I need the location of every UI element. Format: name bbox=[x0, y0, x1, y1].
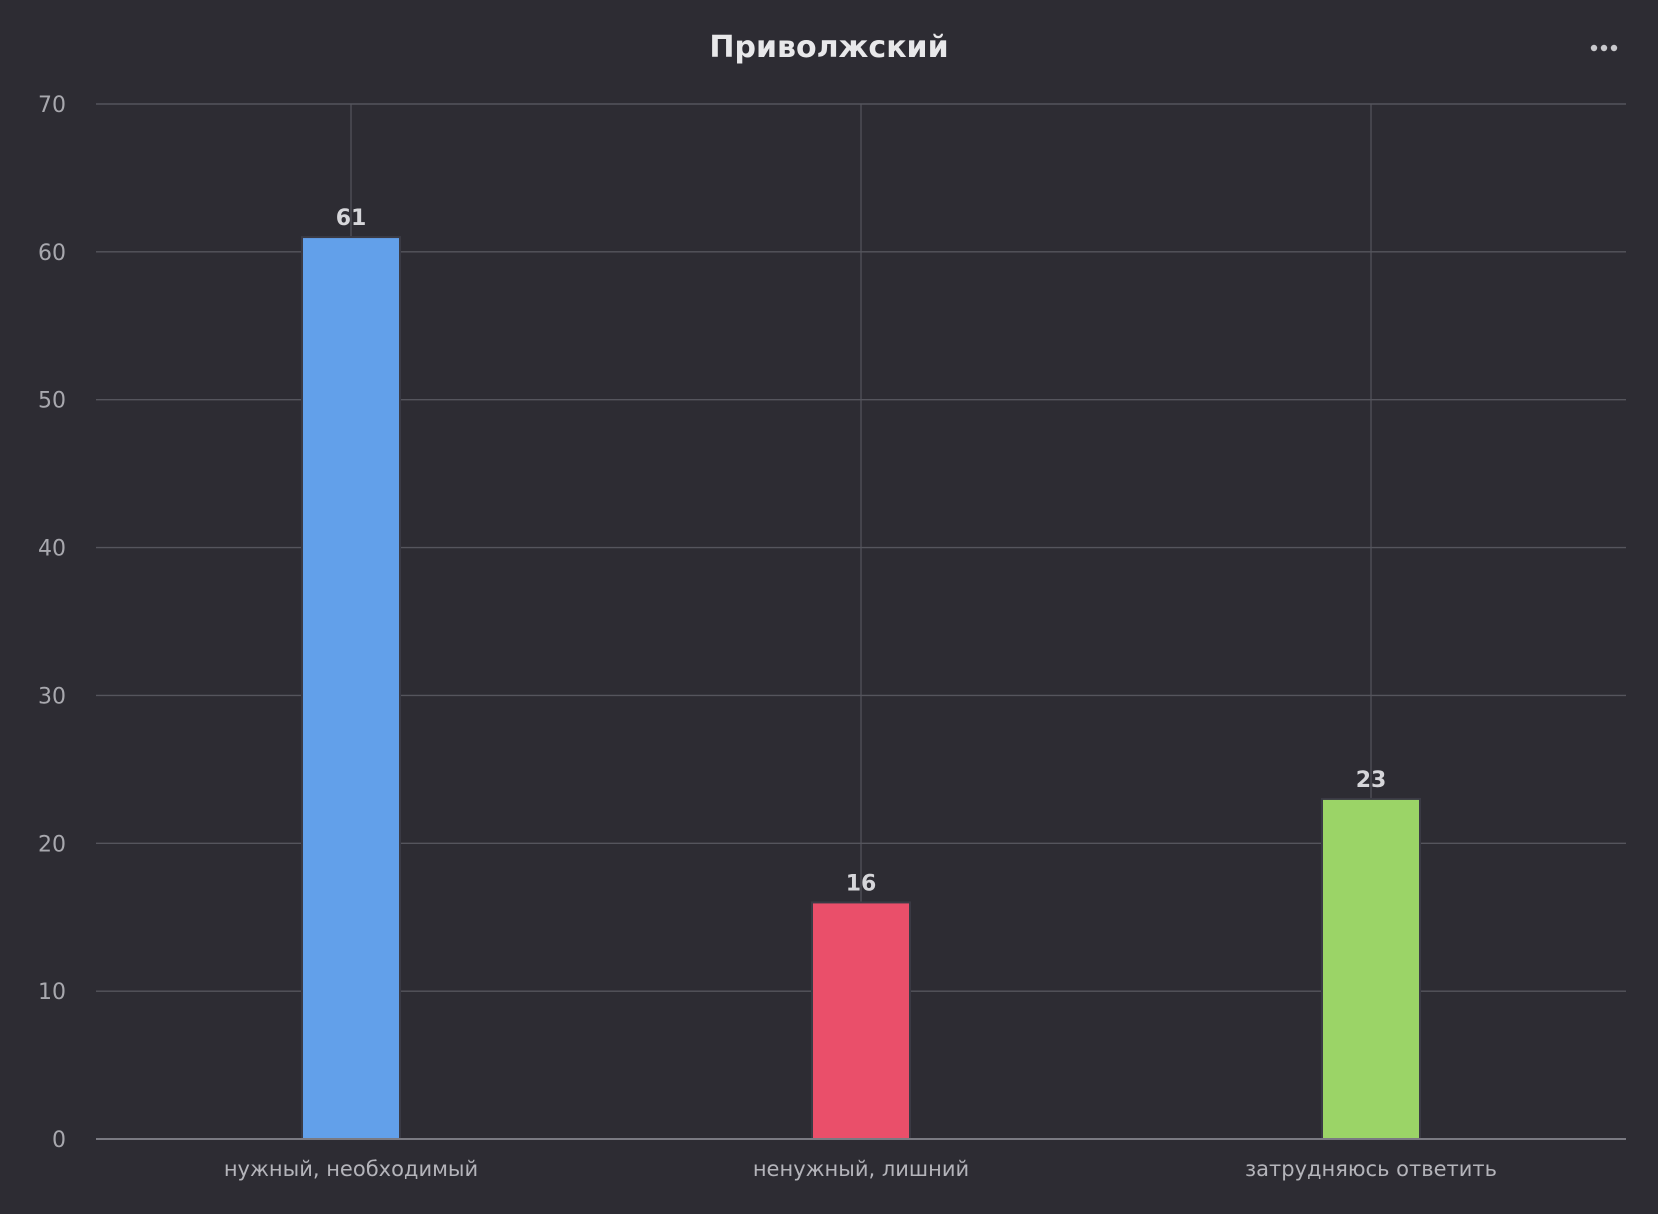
y-tick-label: 20 bbox=[38, 832, 66, 857]
bar-3[interactable] bbox=[1321, 797, 1421, 1141]
chart-menu-button[interactable] bbox=[1582, 30, 1626, 66]
data-label: 61 bbox=[336, 206, 367, 231]
x-tick-label: нужный, необходимый bbox=[224, 1157, 478, 1181]
x-tick-label: затрудняюсь ответить bbox=[1245, 1157, 1497, 1181]
y-tick-label: 10 bbox=[38, 980, 66, 1005]
y-tick-label: 50 bbox=[38, 389, 66, 414]
y-tick-label: 70 bbox=[38, 93, 66, 118]
y-tick-label: 60 bbox=[38, 241, 66, 266]
data-label: 23 bbox=[1356, 768, 1387, 793]
y-tick-label: 0 bbox=[52, 1128, 66, 1153]
x-tick-label: ненужный, лишний bbox=[753, 1157, 969, 1181]
bar-1[interactable] bbox=[301, 236, 401, 1141]
y-tick-label: 40 bbox=[38, 537, 66, 562]
y-tick-label: 30 bbox=[38, 684, 66, 709]
bar-2[interactable] bbox=[811, 901, 911, 1141]
more-horizontal-icon bbox=[1590, 44, 1618, 52]
chart-title: Приволжский bbox=[709, 30, 949, 65]
data-label: 16 bbox=[846, 871, 877, 896]
